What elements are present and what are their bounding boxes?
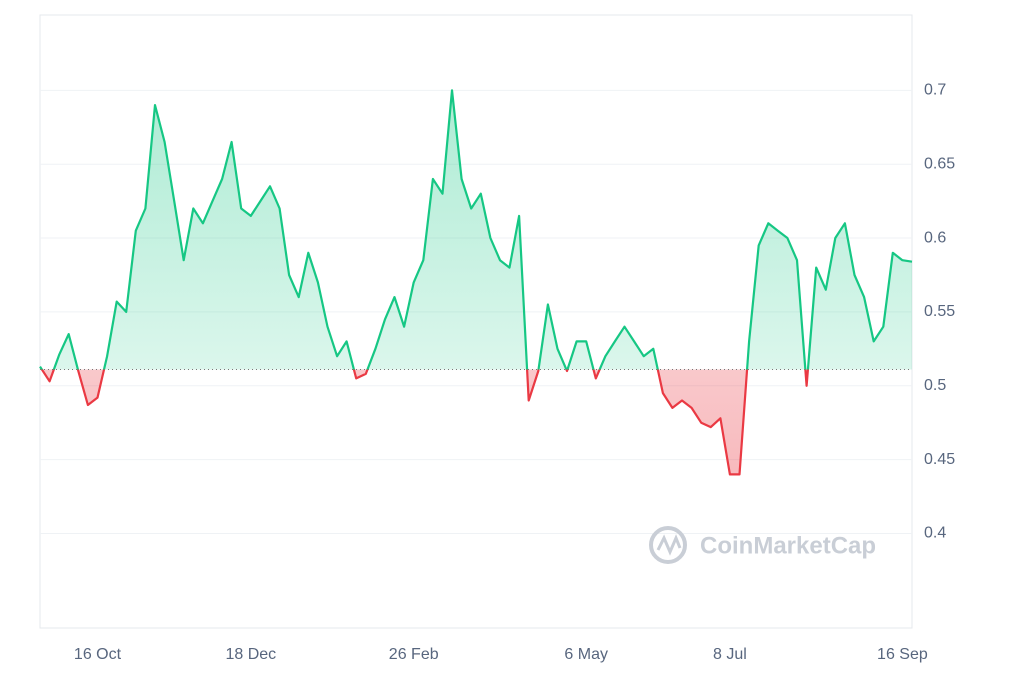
area-down xyxy=(41,369,808,475)
y-tick-label: 0.45 xyxy=(924,451,955,468)
x-tick-label: 16 Sep xyxy=(877,646,928,663)
y-tick-label: 0.7 xyxy=(924,82,946,99)
y-tick-label: 0.55 xyxy=(924,303,955,320)
y-tick-label: 0.5 xyxy=(924,377,946,394)
x-tick-label: 6 May xyxy=(564,646,608,663)
y-tick-label: 0.4 xyxy=(924,525,946,542)
x-tick-label: 18 Dec xyxy=(225,646,276,663)
watermark-text: CoinMarketCap xyxy=(700,532,876,559)
watermark: CoinMarketCap xyxy=(649,526,876,564)
y-tick-label: 0.6 xyxy=(924,229,946,246)
price-line-up xyxy=(39,89,913,370)
area-up xyxy=(40,90,912,370)
x-tick-label: 26 Feb xyxy=(389,646,439,663)
x-tick-label: 16 Oct xyxy=(74,646,122,663)
x-tick-label: 8 Jul xyxy=(713,646,747,663)
y-tick-label: 0.65 xyxy=(924,155,955,172)
